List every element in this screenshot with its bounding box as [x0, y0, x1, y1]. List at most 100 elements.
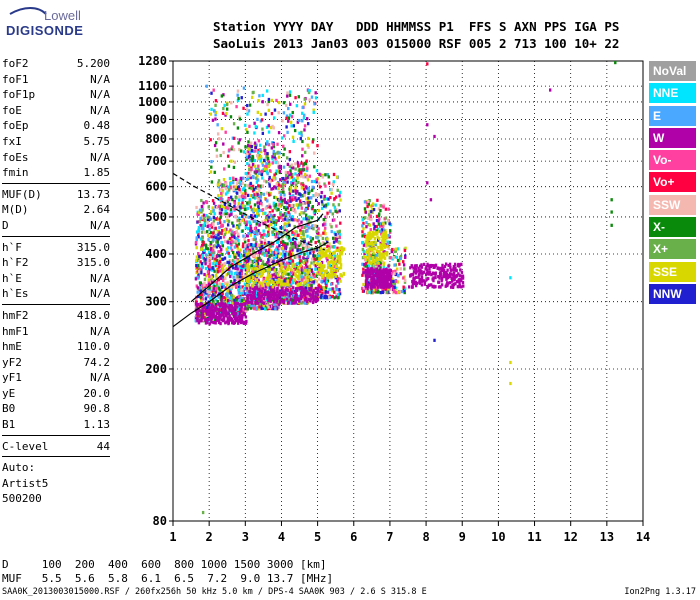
echo-point [267, 215, 271, 219]
echo-point [299, 235, 303, 240]
echo-point [250, 157, 253, 161]
echo-point [247, 266, 251, 270]
echo-point [306, 143, 309, 147]
echo-point [362, 271, 365, 275]
echo-point [379, 285, 383, 289]
echo-point [378, 212, 381, 216]
echo-point [280, 203, 284, 207]
echo-point [449, 281, 452, 285]
echo-point [220, 204, 224, 208]
echo-point [285, 292, 288, 296]
echo-point [323, 279, 326, 283]
echo-point [434, 271, 437, 275]
echo-point [285, 288, 289, 292]
echo-point [282, 176, 285, 181]
echo-point [239, 190, 242, 194]
echo-point [316, 267, 320, 271]
echo-point [227, 185, 230, 189]
echo-point [271, 241, 275, 246]
echo-point [275, 307, 279, 311]
echo-point [239, 219, 242, 224]
echo-point [233, 235, 236, 240]
echo-point [201, 297, 205, 301]
echo-point [260, 297, 264, 301]
echo-point [283, 225, 287, 229]
echo-point [386, 241, 390, 246]
echo-point [257, 199, 260, 203]
echo-point [238, 303, 242, 307]
echo-point [246, 103, 249, 108]
echo-point [320, 206, 324, 211]
echo-point [218, 254, 221, 258]
y-tick-label: 1280 [138, 54, 167, 68]
echo-point [323, 294, 326, 299]
echo-point [304, 258, 307, 263]
echo-point [234, 315, 237, 319]
echo-point [274, 254, 278, 258]
echo-point [198, 208, 202, 212]
echo-point [221, 223, 224, 227]
echo-point [248, 186, 251, 190]
param-value: 1.13 [83, 418, 111, 432]
echo-point [294, 218, 297, 222]
echo-point [289, 172, 293, 176]
echo-point [210, 316, 214, 320]
echo-point [199, 216, 202, 220]
echo-point [394, 290, 398, 295]
echo-point [364, 274, 368, 278]
param-value: N/A [90, 324, 110, 338]
echo-point [197, 294, 200, 298]
echo-point [236, 179, 239, 183]
echo-point [268, 254, 271, 259]
echo-point [255, 143, 258, 147]
echo-point [229, 283, 232, 287]
echo-point [371, 202, 375, 206]
echo-point [225, 211, 228, 216]
echo-point [253, 227, 257, 231]
echo-point [293, 267, 296, 271]
echo-point [280, 262, 283, 266]
echo-point [249, 306, 253, 310]
echo-point [202, 240, 205, 244]
echo-point [231, 262, 234, 267]
echo-point [370, 290, 373, 294]
echo-point [309, 196, 313, 200]
echo-point [293, 297, 297, 302]
echo-point [375, 218, 379, 223]
echo-point [280, 284, 283, 288]
echo-point [255, 230, 258, 234]
echo-point [449, 268, 453, 272]
echo-point [223, 212, 226, 216]
echo-point [268, 182, 271, 186]
echo-point [209, 255, 212, 260]
param-value: N/A [90, 88, 110, 102]
echo-point [257, 98, 260, 103]
echo-point [336, 246, 339, 250]
echo-point [324, 232, 327, 236]
echo-point [302, 284, 305, 288]
echo-point [285, 125, 288, 129]
echo-point [205, 246, 208, 251]
echo-point [428, 270, 431, 274]
echo-point [198, 210, 201, 214]
echo-point [339, 190, 342, 194]
echo-point [196, 210, 199, 214]
echo-point [243, 207, 247, 211]
echo-point [209, 311, 213, 315]
echo-point [257, 229, 260, 233]
echo-point [417, 266, 420, 270]
echo-point [252, 219, 255, 223]
echo-point [335, 175, 339, 179]
echo-point [249, 277, 252, 281]
echo-point [221, 252, 224, 257]
echo-point [297, 241, 301, 245]
param-value: 5.200 [76, 57, 110, 70]
echo-point [402, 263, 406, 267]
echo-point [428, 267, 431, 271]
echo-point [374, 280, 377, 284]
echo-point [269, 191, 272, 196]
echo-point [205, 283, 208, 288]
echo-point [288, 173, 291, 177]
echo-point [379, 270, 382, 274]
echo-point [202, 217, 206, 221]
